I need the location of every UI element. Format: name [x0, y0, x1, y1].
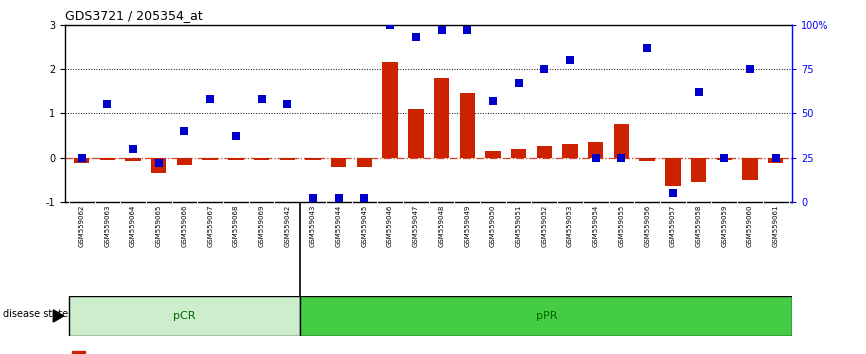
Bar [72, 351, 86, 354]
Text: GSM559067: GSM559067 [207, 205, 213, 247]
Text: GSM559058: GSM559058 [695, 205, 701, 247]
Point [383, 22, 397, 28]
Bar [74, 158, 89, 163]
Point [486, 98, 500, 104]
Text: GSM559069: GSM559069 [259, 205, 265, 247]
Bar [460, 93, 475, 158]
Text: GSM559062: GSM559062 [79, 205, 85, 247]
Text: GSM559053: GSM559053 [567, 205, 573, 247]
Point [306, 195, 320, 201]
Point [589, 155, 603, 160]
Text: GSM559055: GSM559055 [618, 205, 624, 247]
Point [563, 57, 577, 63]
Bar [537, 147, 552, 158]
Text: GSM559047: GSM559047 [413, 205, 419, 247]
Bar [588, 142, 604, 158]
Point [512, 80, 526, 86]
Point [538, 66, 552, 72]
Text: GSM559061: GSM559061 [772, 205, 779, 247]
Text: GSM559046: GSM559046 [387, 205, 393, 247]
Bar [562, 144, 578, 158]
Point [255, 96, 268, 102]
Text: GSM559052: GSM559052 [541, 205, 547, 247]
Point [409, 34, 423, 40]
Point [332, 195, 346, 201]
Bar [177, 158, 192, 166]
Point [461, 27, 475, 33]
Text: GSM559048: GSM559048 [438, 205, 444, 247]
Bar [203, 158, 218, 160]
Text: GSM559066: GSM559066 [182, 205, 187, 247]
Point [666, 190, 680, 196]
Bar [768, 158, 784, 163]
Point [74, 155, 88, 160]
Bar [228, 158, 243, 160]
Polygon shape [54, 310, 64, 322]
Bar [408, 109, 423, 158]
Text: GDS3721 / 205354_at: GDS3721 / 205354_at [65, 9, 203, 22]
Bar [511, 149, 527, 158]
Bar [639, 158, 655, 161]
Text: GSM559043: GSM559043 [310, 205, 316, 247]
Point [178, 128, 191, 134]
Text: GSM559042: GSM559042 [284, 205, 290, 247]
Bar [126, 158, 141, 161]
Bar [614, 124, 630, 158]
Bar [716, 158, 732, 160]
Point [358, 195, 372, 201]
Text: GSM559068: GSM559068 [233, 205, 239, 247]
Text: GSM559065: GSM559065 [156, 205, 162, 247]
Bar [306, 158, 320, 160]
Bar [742, 158, 758, 180]
Bar [100, 158, 115, 160]
Bar [691, 158, 707, 182]
Text: GSM559056: GSM559056 [644, 205, 650, 247]
Point [615, 155, 629, 160]
Bar [331, 158, 346, 167]
Point [692, 89, 706, 95]
Text: GSM559050: GSM559050 [490, 205, 496, 247]
Point [152, 160, 165, 166]
Point [281, 102, 294, 107]
Point [640, 45, 654, 51]
Bar [383, 62, 397, 158]
Point [100, 102, 114, 107]
Point [743, 66, 757, 72]
Text: GSM559049: GSM559049 [464, 205, 470, 247]
Point [717, 155, 731, 160]
Text: GSM559057: GSM559057 [670, 205, 675, 247]
Bar [485, 151, 501, 158]
Bar [68, 296, 301, 336]
Text: pPR: pPR [535, 311, 557, 321]
Bar [301, 296, 792, 336]
Text: GSM559051: GSM559051 [515, 205, 521, 247]
Point [204, 96, 217, 102]
Text: GSM559045: GSM559045 [361, 205, 367, 247]
Text: GSM559060: GSM559060 [747, 205, 753, 247]
Point [769, 155, 783, 160]
Bar [254, 158, 269, 160]
Bar [357, 158, 372, 167]
Text: GSM559063: GSM559063 [105, 205, 110, 247]
Point [435, 27, 449, 33]
Text: GSM559059: GSM559059 [721, 205, 727, 247]
Point [126, 146, 140, 152]
Point [229, 133, 242, 139]
Text: GSM559044: GSM559044 [336, 205, 342, 247]
Text: GSM559054: GSM559054 [592, 205, 598, 247]
Text: GSM559064: GSM559064 [130, 205, 136, 247]
Bar [434, 78, 449, 158]
Text: pCR: pCR [173, 311, 196, 321]
Bar [665, 158, 681, 186]
Text: disease state: disease state [3, 309, 68, 319]
Bar [280, 158, 295, 160]
Bar [151, 158, 166, 173]
